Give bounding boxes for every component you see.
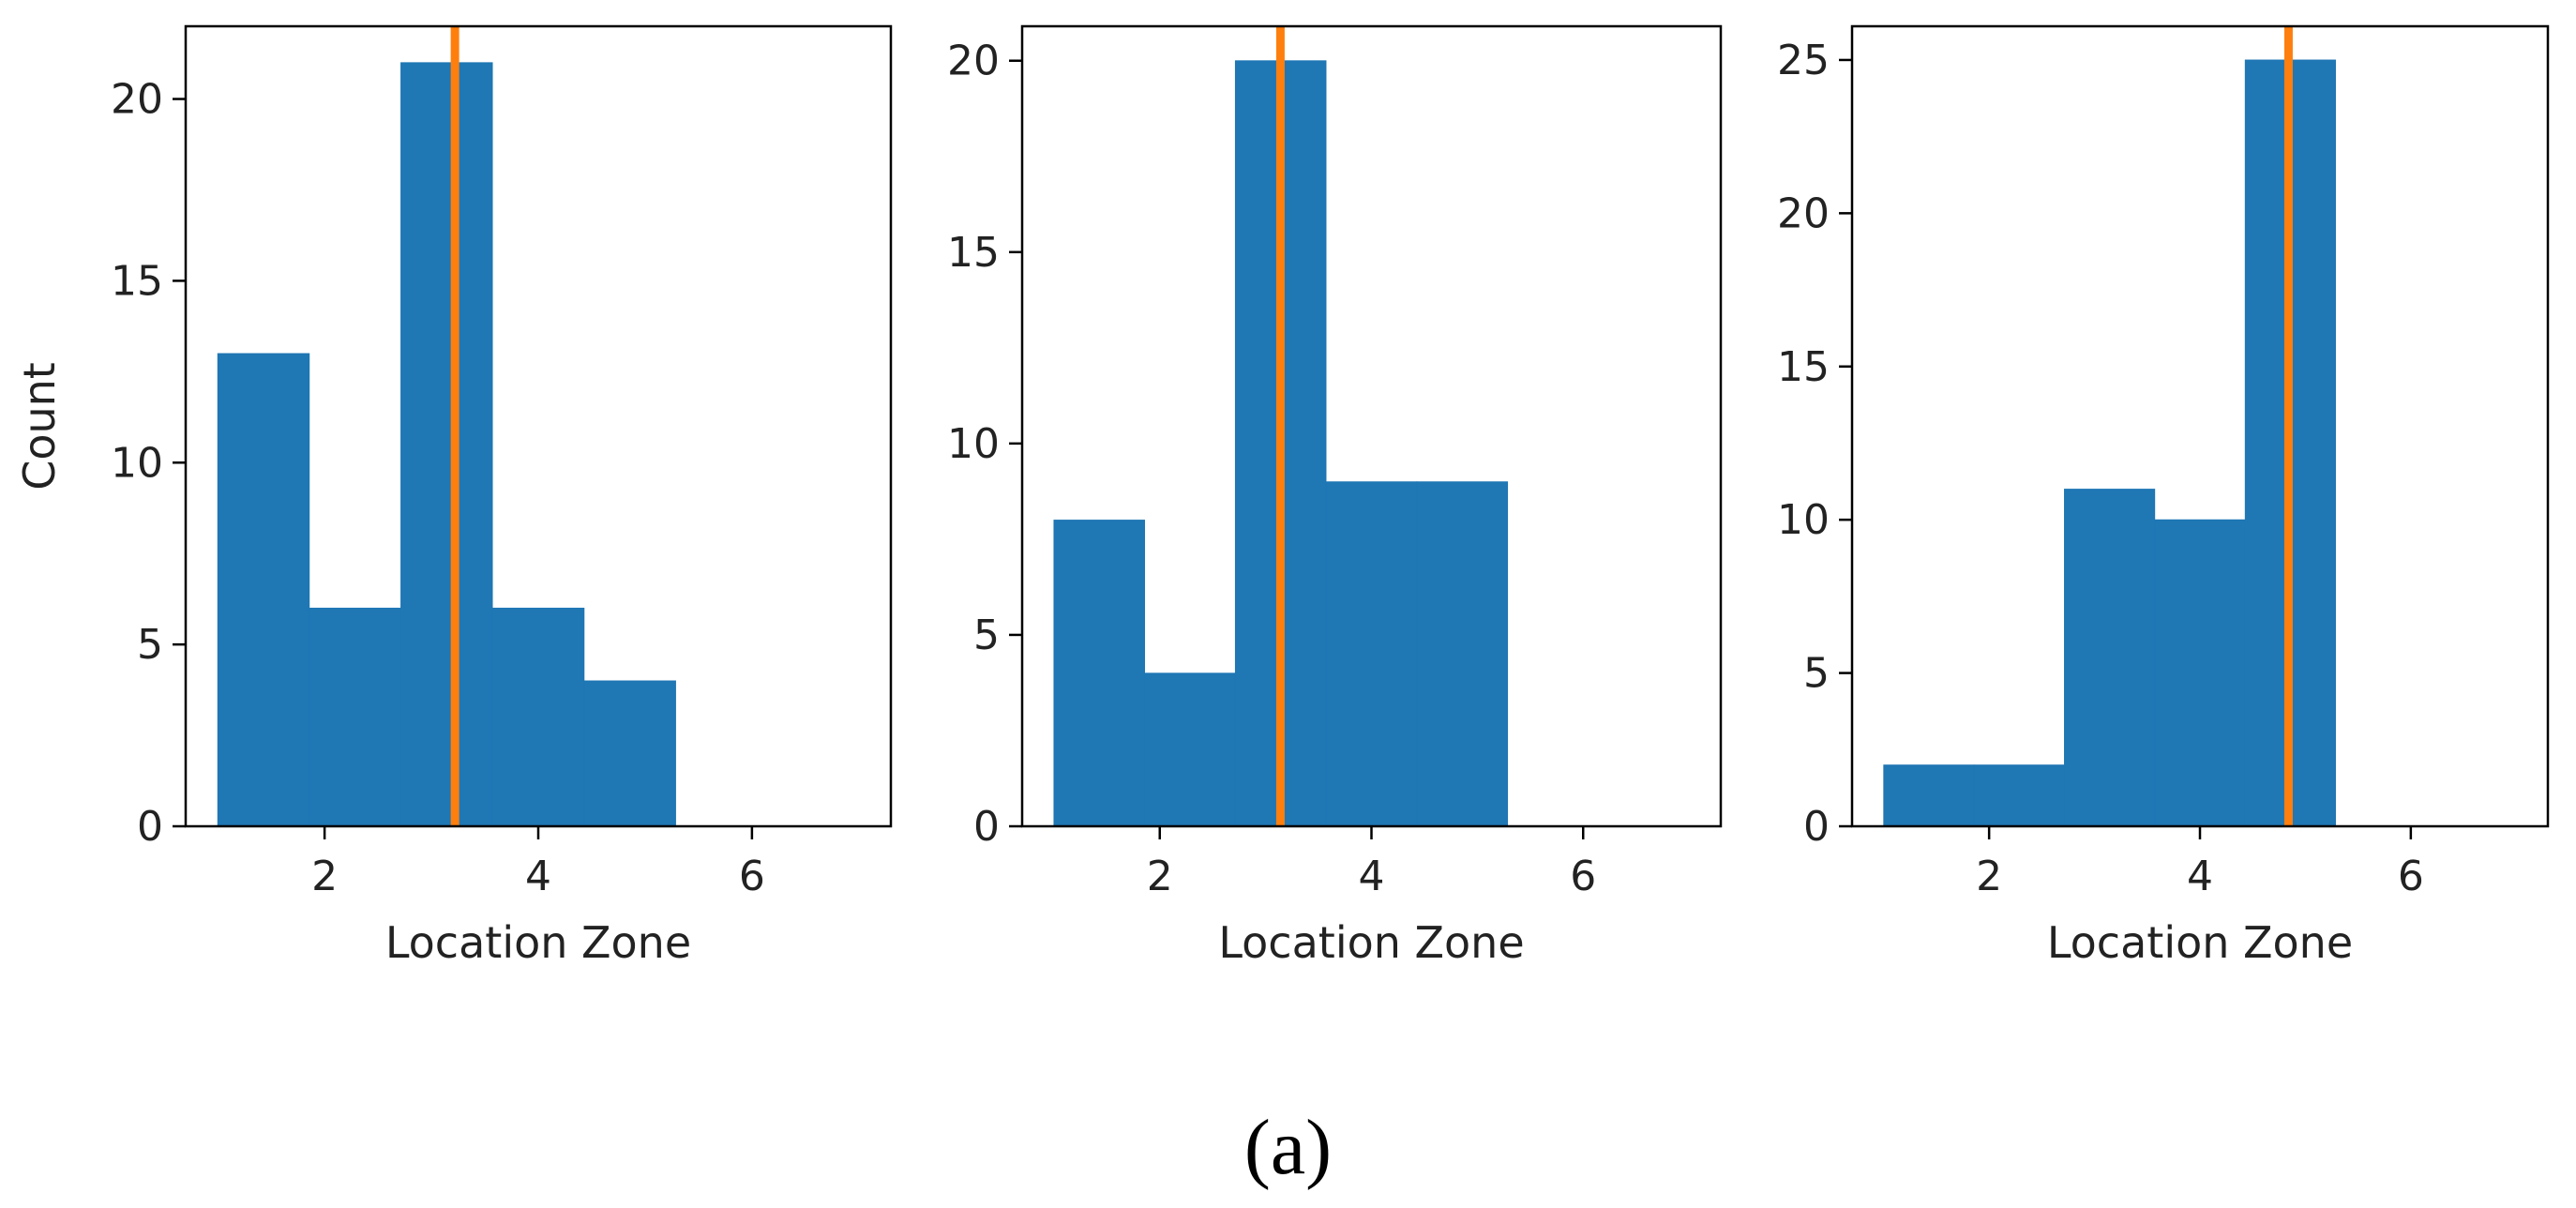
y-axis-label: Count bbox=[14, 362, 65, 491]
y-tick-label: 0 bbox=[137, 803, 163, 851]
histogram-bar bbox=[1053, 520, 1146, 827]
histogram-bar bbox=[400, 62, 493, 827]
x-axis-label: Location Zone bbox=[385, 917, 691, 968]
chart-panel-2: 2 4 6 0 5 10 15 20 Location Zone bbox=[947, 24, 1723, 968]
x-tick-label: 2 bbox=[1147, 853, 1173, 900]
y-tick-label: 10 bbox=[111, 439, 163, 487]
x-tick-label: 4 bbox=[2187, 853, 2213, 900]
y-tick-label: 20 bbox=[1777, 189, 1830, 237]
histogram-bar bbox=[491, 607, 585, 827]
x-tick-label: 6 bbox=[739, 853, 765, 900]
y-tick-label: 20 bbox=[111, 76, 163, 124]
chart-panel-1: 2 4 6 0 5 10 15 20 Location Zone Count bbox=[14, 24, 893, 968]
histogram-bar bbox=[217, 353, 310, 827]
y-tick-label: 5 bbox=[1803, 650, 1830, 698]
y-tick-label: 15 bbox=[1777, 343, 1830, 391]
x-tick-label: 4 bbox=[1359, 853, 1385, 900]
histogram-bar bbox=[1416, 481, 1509, 827]
x-tick-label: 2 bbox=[311, 853, 338, 900]
y-tick-label: 15 bbox=[111, 257, 163, 305]
chart-panel-3: 2 4 6 0 5 10 15 20 25 Location Zone bbox=[1777, 24, 2550, 968]
histogram-bar bbox=[1325, 481, 1418, 827]
x-tick-label: 2 bbox=[1976, 853, 2002, 900]
histogram-bar bbox=[1973, 764, 2065, 827]
histogram-bar bbox=[2154, 519, 2246, 827]
x-tick-label: 6 bbox=[2398, 853, 2424, 900]
y-tick-label: 20 bbox=[947, 38, 1000, 85]
x-tick-label: 4 bbox=[525, 853, 551, 900]
histogram-bar bbox=[309, 607, 401, 827]
x-axis-label: Location Zone bbox=[2047, 917, 2353, 968]
histogram-bar bbox=[2064, 489, 2156, 827]
y-tick-label: 25 bbox=[1777, 37, 1830, 84]
histogram-bar bbox=[1883, 764, 1975, 827]
x-tick-label: 6 bbox=[1570, 853, 1596, 900]
y-tick-label: 10 bbox=[1777, 496, 1830, 544]
y-tick-label: 5 bbox=[137, 621, 163, 669]
y-tick-label: 0 bbox=[973, 803, 1000, 851]
histogram-bar bbox=[1144, 672, 1236, 827]
y-tick-label: 5 bbox=[973, 612, 1000, 659]
histogram-bar bbox=[583, 680, 676, 827]
x-axis-label: Location Zone bbox=[1218, 917, 1524, 968]
y-tick-label: 15 bbox=[947, 229, 1000, 277]
y-tick-label: 0 bbox=[1803, 803, 1830, 851]
y-tick-label: 10 bbox=[947, 420, 1000, 468]
figure-caption: (a) bbox=[1243, 1104, 1333, 1191]
